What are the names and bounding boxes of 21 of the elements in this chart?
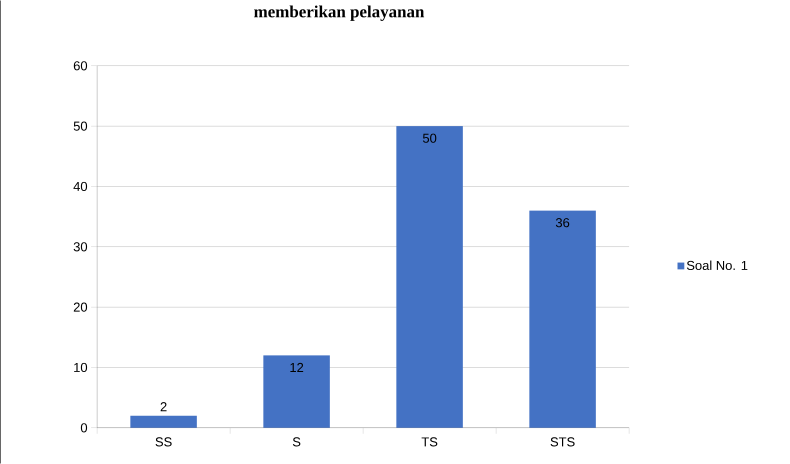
bar (529, 210, 596, 428)
legend-label: Soal No. 1 (686, 260, 748, 270)
y-tick-label: 0 (80, 423, 88, 432)
data-label: 12 (290, 362, 304, 372)
x-tick-label: S (292, 437, 300, 446)
y-tick-label: 40 (73, 182, 88, 192)
x-tick-label: SS (156, 437, 172, 446)
x-tick-label: TS (422, 437, 438, 446)
x-tick-label: STS (550, 437, 575, 446)
data-label: 2 (160, 402, 167, 412)
data-label: 50 (422, 134, 436, 143)
y-tick-label: 10 (74, 362, 88, 372)
bar (396, 126, 463, 428)
chart-title: memberikan pelayanan (254, 6, 424, 21)
y-tick-label: 50 (74, 122, 88, 131)
bar (130, 416, 197, 428)
y-tick-label: 60 (74, 61, 88, 70)
y-tick-label: 20 (74, 302, 88, 312)
bar (263, 355, 330, 428)
data-label: 36 (556, 218, 570, 228)
y-tick-label: 30 (74, 242, 88, 252)
